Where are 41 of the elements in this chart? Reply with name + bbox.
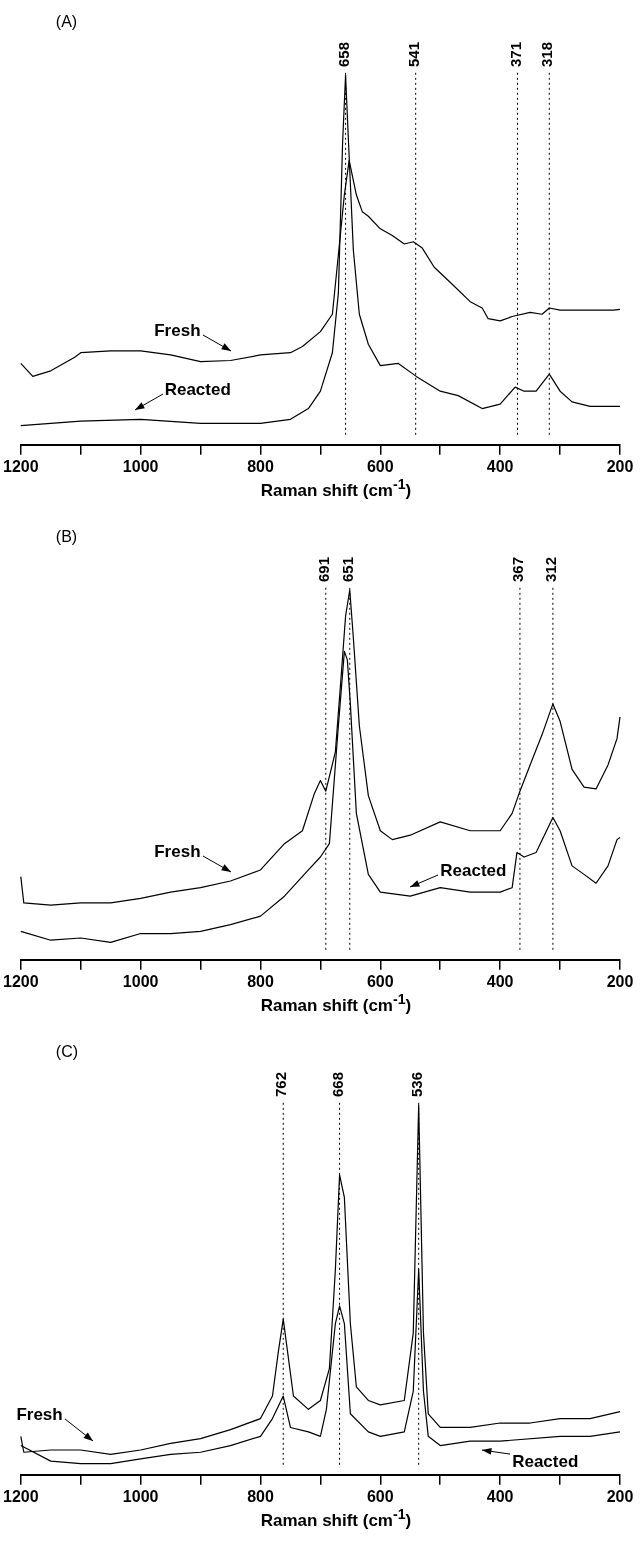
ref-line-label: 536 <box>407 1071 425 1097</box>
ref-line-label: 312 <box>542 556 560 582</box>
x-tick-label: 200 <box>606 972 634 990</box>
x-tick-label: 400 <box>486 457 514 475</box>
x-tick-label: 1000 <box>122 457 159 475</box>
x-tick-label: 600 <box>366 1487 394 1505</box>
x-tick-label: 1200 <box>3 1487 39 1505</box>
ref-line-label: 318 <box>538 41 556 67</box>
ref-line-label: 651 <box>338 556 356 582</box>
text: (B) <box>55 528 78 546</box>
x-tick-label: 200 <box>606 457 634 475</box>
x-tick-label: 800 <box>247 1487 274 1505</box>
ref-line-label: 691 <box>314 556 332 582</box>
x-tick-label: 400 <box>486 1487 514 1505</box>
x-tick-label: 200 <box>606 1487 634 1505</box>
x-tick-label: 1200 <box>3 972 39 990</box>
series-label: Fresh <box>154 841 201 861</box>
legend-label: Reacted <box>440 860 507 880</box>
x-tick-label: 1000 <box>122 1487 159 1505</box>
series-label: Reacted <box>164 379 231 399</box>
x-tick-label: 600 <box>366 972 394 990</box>
text: (C) <box>55 1043 79 1061</box>
x-tick-label: 800 <box>247 457 274 475</box>
x-tick-label: 400 <box>486 972 514 990</box>
ref-line-label: 658 <box>334 41 352 67</box>
ref-line-label: 668 <box>328 1071 346 1097</box>
x-axis-title: Raman shift (cm$^{-1}$) <box>259 476 413 501</box>
ref-line-label: 367 <box>509 556 527 582</box>
text: (A) <box>55 13 78 31</box>
x-axis-title: Raman shift (cm$^{-1}$) <box>259 1506 413 1531</box>
x-tick-label: 800 <box>247 972 274 990</box>
x-axis-title: Raman shift (cm$^{-1}$) <box>259 991 413 1016</box>
ref-line-label: 371 <box>506 41 524 67</box>
series-label: Fresh <box>16 1404 63 1424</box>
x-tick-label: 600 <box>366 457 394 475</box>
series-label: Fresh <box>154 321 201 341</box>
x-tick-label: 1200 <box>3 457 39 475</box>
legend-label: Reacted <box>512 1452 579 1472</box>
ref-line-label: 541 <box>404 41 422 67</box>
x-tick-label: 1000 <box>122 972 159 990</box>
ref-line-label: 762 <box>272 1071 290 1097</box>
